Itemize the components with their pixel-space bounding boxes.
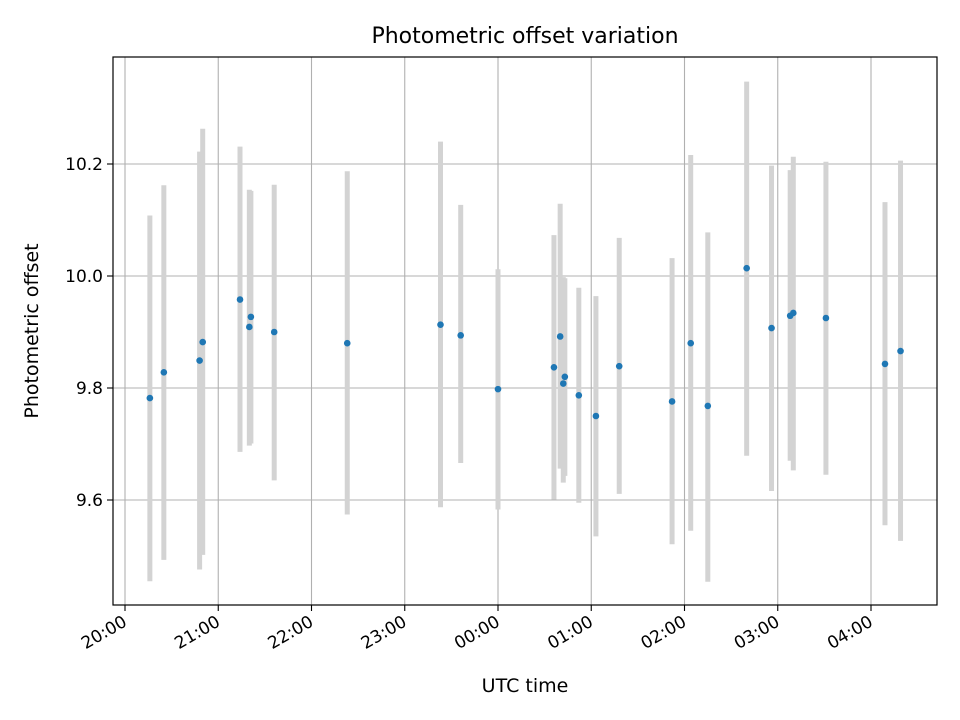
data-point (146, 394, 154, 402)
data-point (897, 347, 904, 355)
data-point (561, 373, 569, 381)
y-tick-label: 9.6 (76, 491, 103, 511)
data-point (559, 380, 567, 387)
data-point (668, 398, 676, 405)
data-point (246, 323, 253, 331)
data-point (881, 360, 889, 368)
data-point (247, 313, 255, 321)
data-point (687, 339, 695, 347)
data-point (822, 314, 830, 322)
data-point (789, 309, 797, 317)
x-axis-label: UTC time (482, 675, 569, 697)
data-point (743, 264, 750, 272)
y-tick-label: 10.0 (65, 267, 103, 287)
data-point (199, 338, 207, 346)
data-point (236, 296, 244, 303)
data-point (615, 362, 623, 370)
y-tick-label: 9.8 (76, 379, 103, 399)
data-point (575, 391, 583, 399)
data-point (457, 332, 465, 339)
y-axis-ticks: 9.6 9.8 10.0 10.2 (65, 155, 113, 511)
y-axis-label: Photometric offset (21, 243, 43, 418)
data-point (160, 369, 168, 376)
data-point (592, 412, 600, 420)
data-point (494, 385, 502, 393)
data-point (196, 357, 203, 364)
data-point (437, 321, 444, 329)
data-point (270, 328, 278, 336)
data-point (550, 363, 558, 371)
y-tick-label: 10.2 (65, 155, 103, 175)
plot-frame (112, 56, 938, 606)
data-point (556, 333, 564, 340)
chart-title: Photometric offset variation (371, 24, 678, 49)
data-point (343, 339, 351, 347)
data-points (146, 264, 904, 420)
data-point (768, 324, 775, 332)
data-point (704, 402, 712, 410)
